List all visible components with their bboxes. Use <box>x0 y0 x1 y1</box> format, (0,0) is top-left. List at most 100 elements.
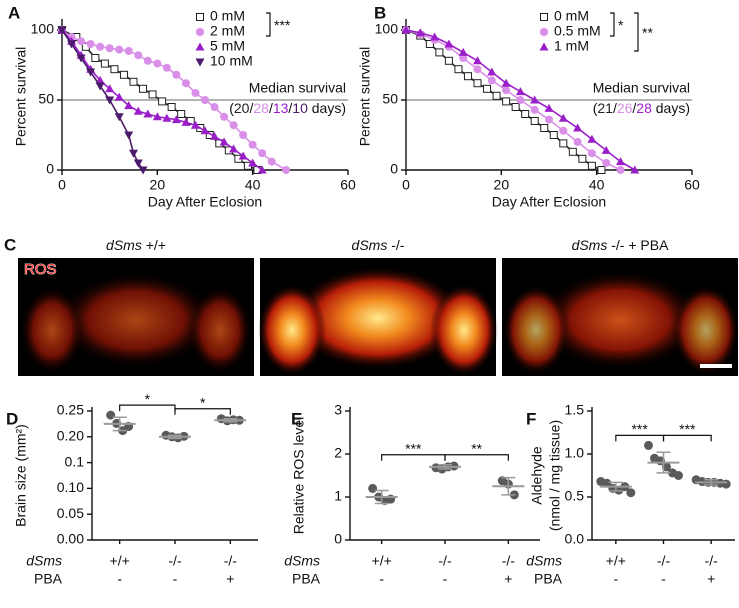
legend-marker <box>540 13 548 21</box>
y-axis-label: Brain size (mm²) <box>13 424 29 527</box>
median-values: (20/28/13/10 days) <box>229 100 346 116</box>
marker <box>238 151 248 160</box>
y-tick-label: 0 <box>390 161 398 177</box>
median-separator: / <box>288 100 292 116</box>
x-tick-label: - <box>613 571 618 587</box>
marker <box>616 166 625 174</box>
marker <box>77 37 86 46</box>
marker <box>134 51 143 60</box>
median-open: ( <box>229 100 234 116</box>
median-title: Median survival <box>593 80 690 96</box>
significance: *** <box>631 421 648 437</box>
legend-marker <box>540 28 548 36</box>
median-close: days) <box>308 100 346 116</box>
marker <box>573 138 582 146</box>
x-tick-label: 60 <box>340 177 356 193</box>
optic-lobe <box>188 286 252 374</box>
median-separator: / <box>613 100 617 116</box>
median-open: ( <box>593 100 598 116</box>
legend-marker <box>196 13 204 21</box>
marker <box>133 159 143 168</box>
x-tick-label: - <box>117 571 122 587</box>
legend-label: 0.5 mM <box>554 23 601 39</box>
marker <box>177 110 186 118</box>
significance-bracket <box>634 12 639 52</box>
optic-lobe <box>20 286 84 374</box>
x-tick-label: -/- <box>224 553 238 569</box>
x-tick-label: -/- <box>438 553 452 569</box>
marker <box>597 166 606 174</box>
x-axis-label: Day After Eclosion <box>148 194 262 210</box>
y-axis-label: Relative ROS level <box>291 417 307 535</box>
marker <box>444 56 453 65</box>
marker <box>115 45 124 54</box>
marker <box>515 87 525 96</box>
y-tick-label: 50 <box>38 91 54 107</box>
y-tick-label: 100 <box>31 21 55 37</box>
panel-letter: A <box>8 3 20 22</box>
marker <box>473 79 482 88</box>
marker <box>540 13 548 21</box>
row-label: dSms <box>526 553 562 569</box>
marker <box>229 121 238 130</box>
marker <box>76 54 86 63</box>
legend-label: 1 mM <box>554 38 589 54</box>
median-separator: / <box>269 100 273 116</box>
significance-bracket <box>662 434 712 442</box>
series <box>58 26 291 174</box>
marker <box>401 25 411 34</box>
marker <box>162 113 172 122</box>
marker <box>257 165 267 174</box>
median-value: 28 <box>636 100 652 116</box>
marker <box>511 103 520 111</box>
y-tick-label: 1.5 <box>565 402 585 418</box>
x-tick-label: +/+ <box>606 553 626 569</box>
marker <box>124 47 133 55</box>
median-value: 21 <box>597 100 613 116</box>
marker <box>196 13 204 21</box>
legend-label: 5 mM <box>210 38 245 54</box>
marker <box>544 103 554 112</box>
significance: * <box>200 394 206 410</box>
marker <box>516 96 525 104</box>
x-tick-label: - <box>661 571 666 587</box>
marker <box>444 39 454 48</box>
significance: * <box>145 391 151 407</box>
marker <box>473 56 482 65</box>
x-tick-label: + <box>707 571 715 587</box>
y-tick-label: 0.20 <box>57 428 84 444</box>
image-label: ROS <box>24 261 57 278</box>
marker <box>483 84 492 93</box>
brain-images <box>18 258 739 376</box>
marker <box>152 112 162 121</box>
marker <box>282 166 291 174</box>
marker <box>587 149 596 158</box>
marker <box>559 139 568 148</box>
y-tick-label: 1 <box>334 488 342 504</box>
significance: * <box>618 17 624 33</box>
legend-marker <box>539 42 549 51</box>
marker <box>487 76 496 85</box>
legend-marker <box>195 58 205 67</box>
marker <box>530 117 539 125</box>
data-point <box>626 488 636 498</box>
marker <box>124 131 134 140</box>
median-title: Median survival <box>249 80 346 96</box>
data-point <box>644 440 653 450</box>
y-tick-label: 0.0 <box>565 531 585 547</box>
marker <box>200 126 210 135</box>
panel-letter: B <box>374 3 386 22</box>
data-point <box>106 410 116 420</box>
marker <box>129 77 138 86</box>
x-tick-label: 40 <box>245 177 261 193</box>
median-value: 26 <box>617 100 633 116</box>
marker <box>540 28 548 36</box>
marker <box>502 97 511 106</box>
marker <box>148 90 157 99</box>
gene: dSms <box>572 237 608 253</box>
y-tick-label: 0.10 <box>57 479 84 495</box>
median-value: 20 <box>234 100 250 116</box>
marker <box>602 159 611 167</box>
x-axis-label: Day After Eclosion <box>492 194 606 210</box>
legend-label: 10 mM <box>210 53 253 69</box>
